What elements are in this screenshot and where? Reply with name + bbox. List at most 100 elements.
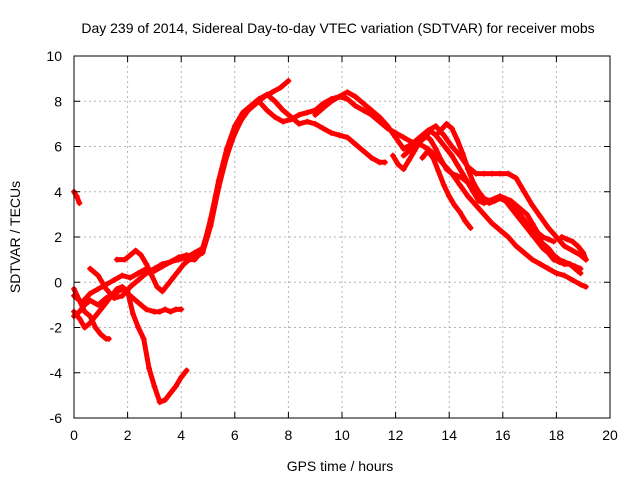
data-point [111,295,118,302]
data-point [435,129,442,136]
data-point [151,265,158,272]
data-point [446,193,453,200]
data-point [400,166,407,173]
data-point [456,209,463,216]
data-point [156,308,163,315]
data-point [119,292,126,299]
data-point [473,202,479,209]
data-point [368,154,375,161]
data-point [505,170,512,177]
data-point [395,161,402,168]
data-point [129,310,136,317]
data-point [113,256,120,263]
tick-labels: 0 2 4 6 8 10 12 14 16 18 20 -6 -4 -2 0 2 4 6 8 10 [46,48,618,443]
data-point [135,299,142,306]
data-point [489,170,496,177]
data-point [440,181,447,188]
data-point [119,283,126,290]
data-point [164,281,171,288]
data-point [103,286,110,293]
data-point [529,231,536,238]
series-arc-3 [71,284,190,405]
data-point [473,170,479,177]
data-point [113,286,120,293]
data-point [360,148,367,155]
data-point [111,276,118,283]
data-point [143,306,150,313]
x-tick-label: 4 [177,427,185,443]
data-point [151,383,158,390]
data-point [352,102,359,109]
data-point [513,243,520,250]
data-point [438,157,445,164]
y-tick-label: 8 [54,93,62,109]
data-point [400,134,407,141]
data-point [186,256,193,263]
x-tick-label: 14 [441,427,457,443]
data-point [470,179,477,186]
data-point [127,274,134,281]
y-tick-label: -6 [50,410,63,426]
y-tick-label: 4 [54,184,62,200]
data-point [135,324,142,331]
data-point [518,218,525,225]
data-point [561,261,568,268]
data-point [97,306,104,313]
data-point [247,102,254,109]
data-point [344,134,351,141]
data-point [95,301,102,308]
data-point [127,283,134,290]
data-point [556,258,563,265]
data-point [328,129,335,136]
data-point [239,109,246,116]
data-point [545,236,552,243]
data-point [489,220,496,227]
data-point [481,211,488,218]
data-point [154,283,161,290]
data-point [231,123,238,130]
data-point [537,213,544,220]
data-point [320,105,327,112]
data-point [400,145,407,152]
x-tick-label: 20 [602,427,618,443]
x-tick-label: 0 [70,427,78,443]
data-point [550,256,557,263]
data-point [416,138,423,145]
data-point [411,143,418,150]
data-point [481,170,488,177]
data-point [564,236,571,243]
data-point [360,100,367,107]
data-point [481,195,488,202]
chart-title: Day 239 of 2014, Sidereal Day-to-day VTE… [81,20,594,36]
data-point [454,161,461,168]
data-point [392,134,399,141]
data-point [448,143,455,150]
data-point [368,107,375,114]
x-tick-label: 18 [549,427,565,443]
data-point [312,120,319,127]
data-point [545,265,552,272]
data-point [263,91,270,98]
data-point [577,281,584,288]
data-point [172,383,179,390]
data-point [440,132,447,139]
data-point [553,270,560,277]
data-point [328,98,335,105]
data-point [180,261,187,268]
data-point [569,247,576,254]
data-point [135,270,142,277]
data-point [561,243,568,250]
data-point [140,335,147,342]
data-point [167,390,174,397]
data-point [422,134,429,141]
data-point [534,238,541,245]
data-point [178,306,185,313]
data-point [162,396,169,403]
data-point [280,107,287,114]
data-point [360,107,367,114]
data-point [448,125,455,132]
data-point [545,224,552,231]
data-layer [71,77,589,406]
x-tick-label: 16 [495,427,511,443]
